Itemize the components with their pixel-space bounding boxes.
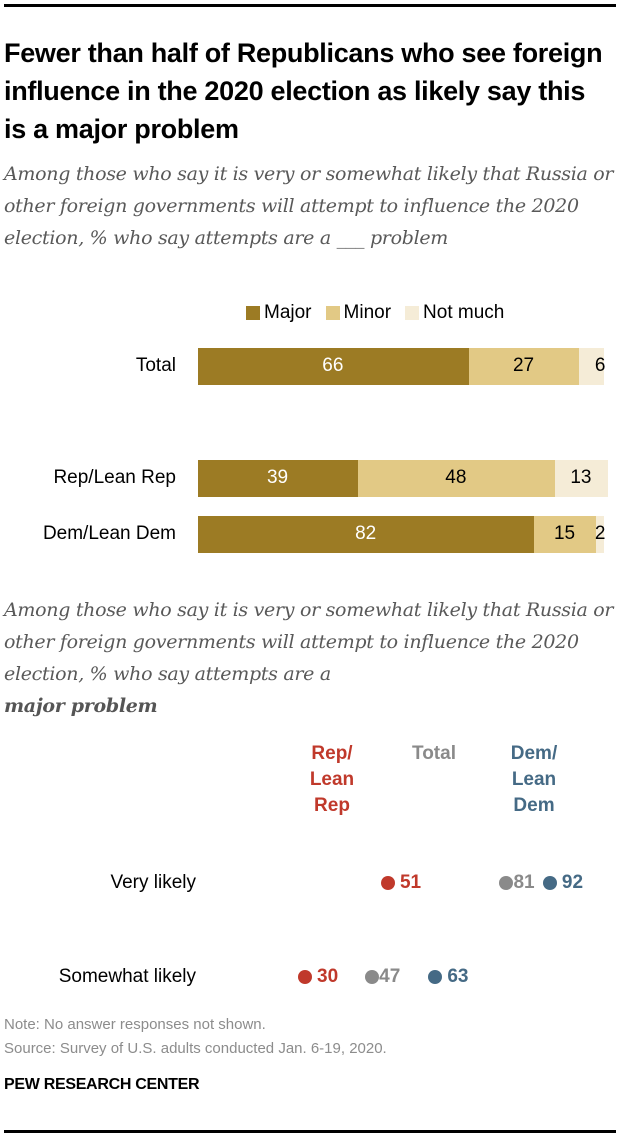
- legend-item-minor: Minor: [325, 302, 392, 324]
- bottom-rule: [4, 1130, 616, 1133]
- bar-segment-minor: [357, 460, 555, 497]
- top-rule: [4, 4, 616, 7]
- dot-marker: [365, 970, 380, 984]
- bar-value-label: 27: [512, 355, 535, 376]
- bar-segment-major: [198, 516, 535, 553]
- bar-segment-not-much: [595, 516, 604, 553]
- legend-swatch-major: [246, 306, 260, 320]
- bar-segment-not-much: [579, 348, 604, 385]
- dot-value-label: 81: [513, 872, 535, 893]
- dot-row-label: Somewhat likely: [58, 966, 196, 987]
- bar-value-label: 39: [266, 467, 289, 488]
- bar-value-label: 48: [445, 467, 467, 488]
- bar-value-label: 2: [594, 523, 606, 544]
- bar-value-label: 6: [594, 355, 606, 376]
- dot-value-label: 30: [317, 966, 339, 987]
- column-header-line: Total: [412, 743, 456, 764]
- bar-value-label: 66: [322, 355, 344, 376]
- legend-item-major: Major: [246, 302, 312, 324]
- dot-value-label: 63: [447, 966, 469, 987]
- dot-marker: [542, 876, 557, 890]
- bar-segment-minor: [534, 516, 596, 553]
- column-header-line: Dem: [513, 795, 555, 816]
- bar-segment-major: [198, 348, 469, 385]
- legend-label-not-much: Not much: [423, 302, 505, 323]
- column-header: Rep/Lean Rep: [292, 741, 372, 819]
- bar-segment-minor: [468, 348, 580, 385]
- column-header-line: Rep/: [311, 743, 353, 764]
- bar-value-label: 82: [355, 523, 377, 544]
- subtitle-bottom-emphasis: major problem: [4, 695, 158, 717]
- dot-value-label: 92: [561, 872, 584, 893]
- bar-segment-major: [198, 460, 358, 497]
- dot-marker: [380, 876, 395, 890]
- legend-label-major: Major: [264, 302, 312, 323]
- bar-row-label: Dem/Lean Dem: [42, 523, 176, 544]
- subtitle-bottom-text: Among those who say it is very or somewh…: [4, 599, 614, 685]
- bar-row-label: Rep/Lean Rep: [53, 467, 176, 488]
- dot-value-label: 51: [399, 872, 422, 893]
- legend: Major Minor Not much: [246, 302, 518, 324]
- legend-item-not-much: Not much: [405, 302, 504, 324]
- note: Note: No answer responses not shown.: [4, 1016, 266, 1033]
- org-name: PEW RESEARCH CENTER: [4, 1076, 200, 1093]
- dot-value-label: 47: [379, 966, 401, 987]
- subtitle-top: Among those who say it is very or somewh…: [4, 163, 614, 249]
- subtitle-bottom: Among those who say it is very or somewh…: [4, 594, 614, 722]
- dot-marker: [428, 970, 443, 984]
- source: Source: Survey of U.S. adults conducted …: [4, 1040, 387, 1057]
- bar-value-label: 13: [570, 467, 592, 488]
- legend-swatch-minor: [325, 306, 340, 320]
- column-header: Total: [394, 741, 474, 767]
- legend-swatch-not-much: [405, 306, 420, 320]
- bar-row-label: Total: [135, 355, 176, 376]
- dot-marker: [298, 970, 312, 984]
- column-header-line: Lean: [309, 769, 355, 790]
- column-header: Dem/Lean Dem: [494, 741, 574, 819]
- column-header-line: Rep: [314, 795, 350, 816]
- column-header-line: Lean: [511, 769, 557, 790]
- dot-row-label: Very likely: [110, 872, 196, 893]
- chart-title: Fewer than half of Republicans who see f…: [4, 38, 603, 144]
- column-header-line: Dem/: [510, 743, 558, 764]
- legend-label-minor: Minor: [343, 302, 392, 323]
- dot-marker: [499, 876, 514, 890]
- bar-value-label: 15: [553, 523, 576, 544]
- bar-segment-not-much: [554, 460, 608, 497]
